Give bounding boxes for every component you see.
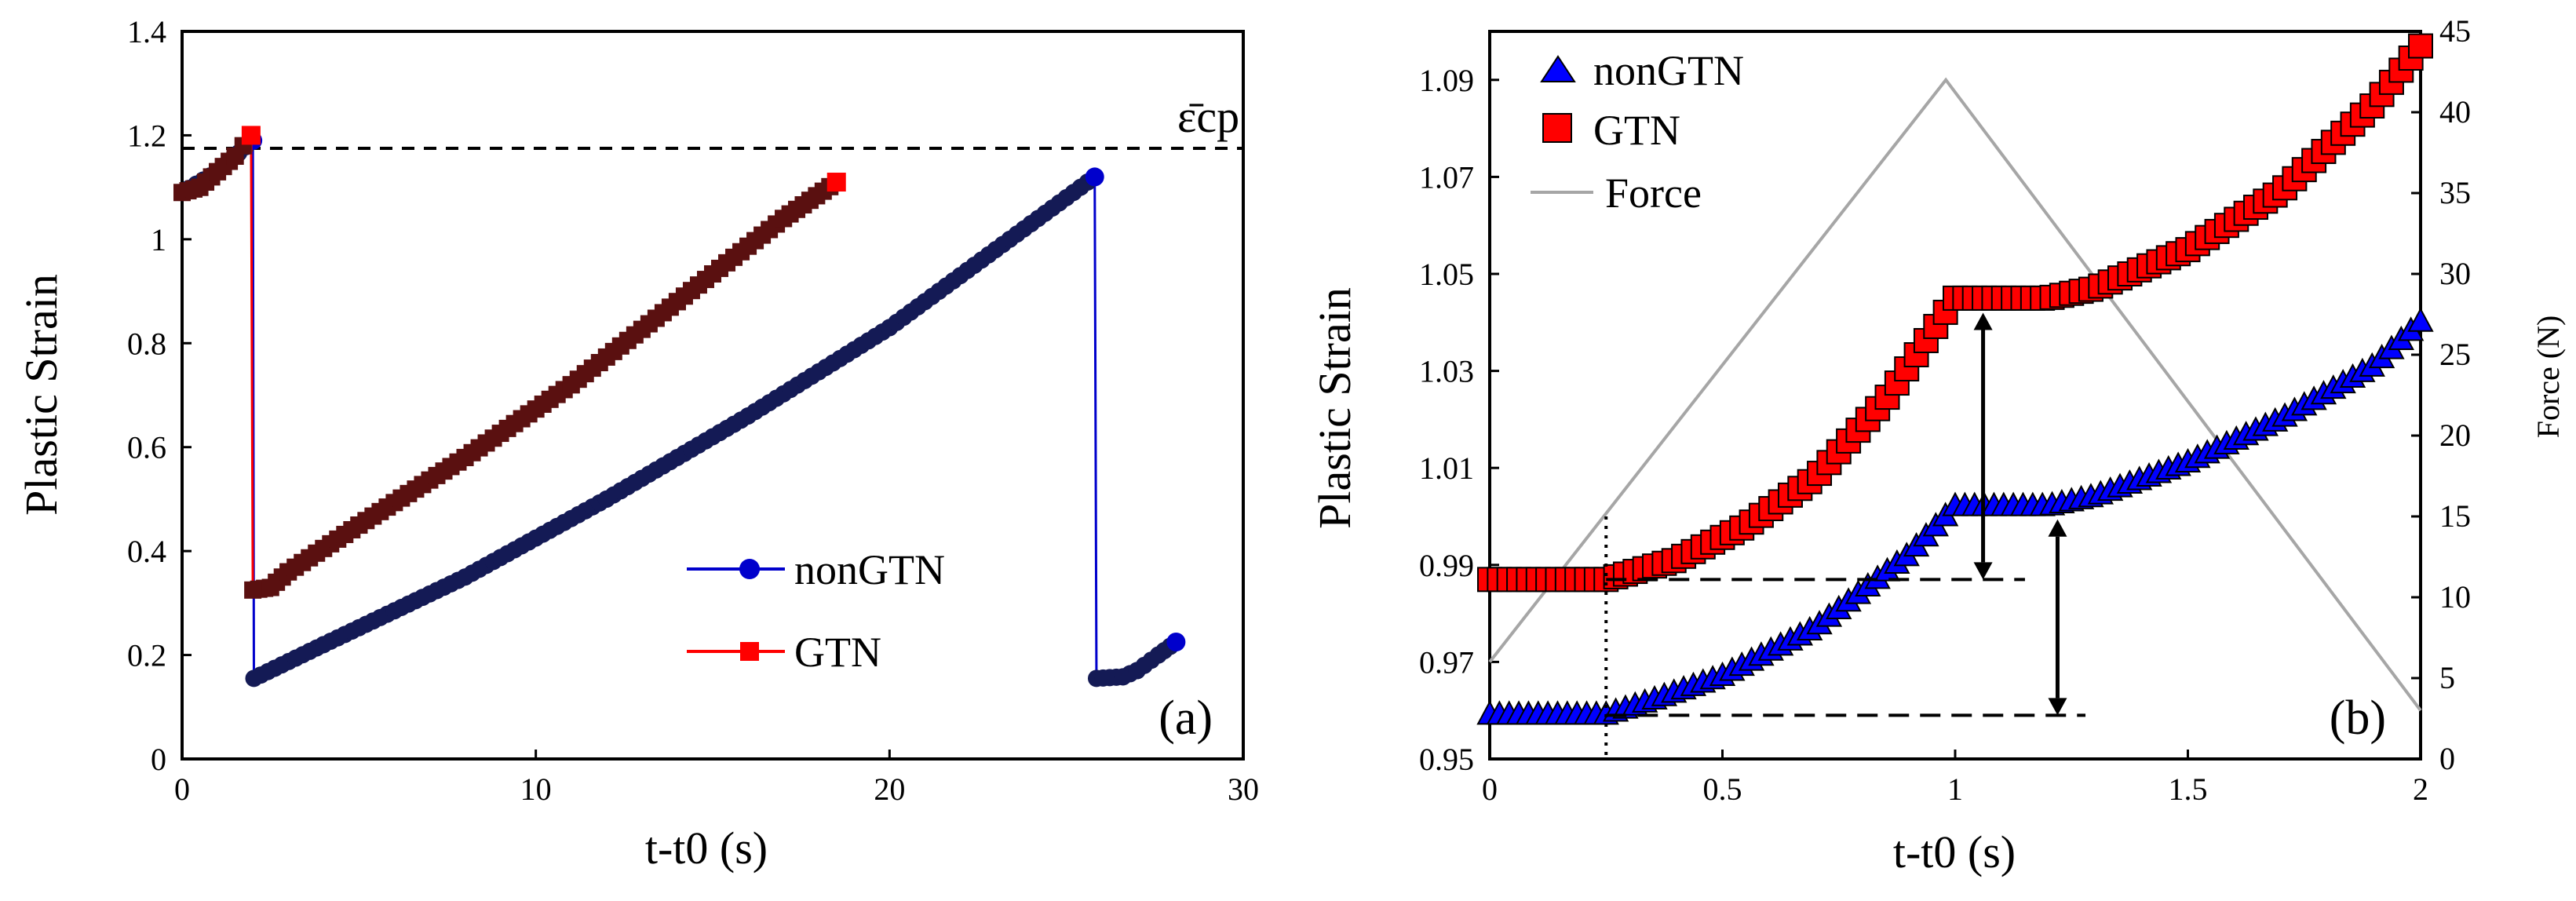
panel-a-y-tick-label: 0.8 — [127, 326, 166, 361]
panel-a-y-tick-label: 0 — [151, 742, 166, 777]
panel-b-y-axis-label: Plastic Strain — [1309, 287, 1360, 529]
panel-a-x-tick-label: 0 — [174, 772, 190, 807]
panel-b-label: (b) — [2330, 691, 2386, 745]
panel-a-GTN-peak-point — [826, 173, 846, 192]
panel-a-GTN-peak-point — [241, 126, 261, 145]
legend-GTN-label: GTN — [794, 629, 881, 676]
panel-a-legend: nonGTN GTN — [687, 546, 945, 676]
panel-b-right-tick-label: 20 — [2439, 418, 2471, 453]
panel-a-series-GTN-line — [181, 132, 837, 592]
panel-b-annotations — [1604, 312, 2086, 759]
panel-b-right-tick-label: 45 — [2439, 13, 2471, 49]
panel-b-GTN-point — [2408, 33, 2433, 59]
legend-nonGTN-marker — [1540, 55, 1576, 82]
panel-a-y-tick-label: 1 — [151, 222, 166, 257]
panel-a-y-tick-label: 0.4 — [127, 534, 166, 569]
panel-a-y-tick-label: 1.2 — [127, 118, 166, 153]
panel-b-right-tick-label: 40 — [2439, 94, 2471, 129]
panel-b-x-tick-label: 1 — [1947, 772, 1963, 807]
panel-b-y-tick-label: 1.09 — [1419, 63, 1474, 98]
panel-b-x-tick-label: 0 — [1482, 772, 1498, 807]
panel-a-x-tick-label: 20 — [874, 772, 905, 807]
panel-b-Force-line — [1488, 77, 2422, 712]
panel-a-y-tick-label: 0.2 — [127, 638, 166, 673]
panel-b-right-tick-label: 35 — [2439, 175, 2471, 210]
panel-a-x-tick-label: 10 — [520, 772, 552, 807]
nonGTN-increment-arrow-head-bottom — [2048, 698, 2067, 716]
panel-b-right-axis-label: Force (N) — [2530, 316, 2566, 439]
panel-a-y-tick-label: 0.6 — [127, 430, 166, 465]
panel-b-right-tick-label: 30 — [2439, 256, 2471, 291]
legend-nonGTN-label: nonGTN — [794, 546, 945, 593]
panel-b-y-tick-label: 1.01 — [1419, 450, 1474, 486]
panel-a-y-tick-label: 1.4 — [127, 14, 166, 49]
panel-a-plot-frame — [181, 30, 1245, 761]
panel-b-chart: 0.950.970.991.011.031.051.071.09 0510152… — [1309, 13, 2566, 877]
panel-b-y-tick-label: 0.97 — [1419, 644, 1474, 680]
legend-nonGTN-label: nonGTN — [1593, 47, 1744, 94]
panel-b-x-tick-label: 1.5 — [2169, 772, 2208, 807]
panel-b-y-tick-label: 0.99 — [1419, 548, 1474, 583]
panel-a-y-axis-label: Plastic Strain — [16, 274, 67, 516]
legend-nonGTN-marker — [739, 559, 760, 579]
panel-b-right-tick-label: 10 — [2439, 579, 2471, 615]
panel-b-right-tick-label: 0 — [2439, 741, 2455, 776]
panel-a-nonGTN-peak-point — [1085, 167, 1104, 187]
legend-GTN-marker — [1542, 113, 1572, 143]
panel-b-nonGTN-point — [2407, 307, 2434, 332]
critical-strain-annotation: ε̄cp — [1177, 91, 1239, 142]
panel-b-right-tick-label: 15 — [2439, 498, 2471, 534]
panel-b-legend: nonGTN GTN Force — [1531, 47, 1744, 217]
panel-b-x-tick-label: 0.5 — [1703, 772, 1742, 807]
GTN-increment-arrow-head-bottom — [1973, 562, 1993, 580]
panel-b-y-tick-label: 1.05 — [1419, 257, 1474, 292]
panel-b-right-tick-label: 25 — [2439, 337, 2471, 372]
legend-GTN-marker — [740, 642, 759, 661]
panel-b-x-axis-label: t-t0 (s) — [1893, 826, 2016, 877]
panel-a-chart: 0 0.2 0.4 0.6 0.8 1 1.2 1.4 0 10 20 30 t-t0 (s) Pl… — [16, 14, 1259, 874]
panel-b-right-tick-label: 5 — [2439, 660, 2455, 695]
panel-b-x-tick-label: 2 — [2413, 772, 2428, 807]
legend-GTN-label: GTN — [1593, 107, 1680, 154]
legend-Force-label: Force — [1605, 170, 1702, 217]
panel-b-y-tick-label: 1.03 — [1419, 354, 1474, 389]
nonGTN-increment-arrow-head-top — [2048, 519, 2067, 537]
panel-a-x-tick-label: 30 — [1228, 772, 1259, 807]
panel-a-nonGTN-peak-point — [1166, 633, 1186, 652]
panel-b-y-tick-label: 1.07 — [1419, 159, 1474, 195]
panel-a-label: (a) — [1158, 691, 1213, 745]
GTN-increment-arrow-head-top — [1973, 312, 1993, 330]
panel-b-y-tick-label: 0.95 — [1419, 742, 1474, 777]
panel-a-x-axis-label: t-t0 (s) — [645, 823, 768, 874]
